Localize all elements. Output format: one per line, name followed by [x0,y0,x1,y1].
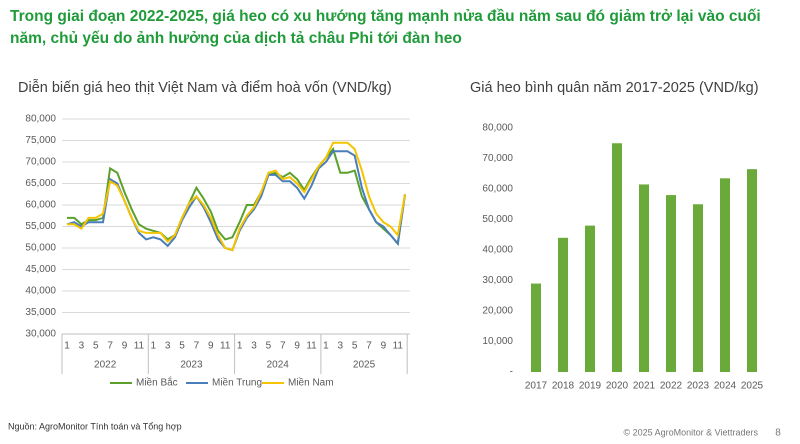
x-group-label: 2023 [180,360,203,371]
legend-label: Miền Nam [288,377,334,389]
x-tick-label: 2018 [552,381,575,392]
y-tick-label: 35,000 [25,307,56,318]
y-tick-label: 80,000 [25,114,56,125]
x-tick-label: 2024 [714,381,737,392]
x-tick-label: 7 [194,341,200,352]
chart-title: Giá heo bình quân năm 2017-2025 (VND/kg) [470,80,759,96]
x-tick-label: 11 [134,341,145,352]
slide-title: Trong giai đoạn 2022-2025, giá heo có xu… [10,8,761,47]
bar [666,195,676,372]
x-tick-label: 5 [266,341,272,352]
x-tick-label: 3 [165,341,171,352]
x-tick-label: 2023 [687,381,710,392]
x-tick-label: 2025 [741,381,764,392]
line-series [67,141,406,252]
x-tick-label: 2022 [660,381,683,392]
x-tick-label: 5 [93,341,99,352]
x-tick-label: 2020 [606,381,629,392]
y-tick-label: 50,000 [482,214,513,225]
x-tick-label: 9 [381,341,387,352]
y-tick-label: 40,000 [482,245,513,256]
bar [693,204,703,372]
source: Nguồn: AgroMonitor Tính toán và Tổng hợp [8,421,182,431]
y-tick-label: 30,000 [482,275,513,286]
y-tick-label: 60,000 [482,184,513,195]
bar [612,143,622,372]
x-group-label: 2025 [353,360,376,371]
y-tick-label: 70,000 [25,157,56,168]
y-tick-label: 10,000 [482,336,513,347]
y-tick-label: - [510,367,513,378]
x-tick-label: 5 [352,341,358,352]
x-tick-label: 9 [208,341,214,352]
x-tick-label: 2021 [633,381,656,392]
legend-label: Miền Bắc [136,376,178,389]
x-tick-label: 11 [306,341,317,352]
y-tick-label: 65,000 [25,178,56,189]
copyright: © 2025 AgroMonitor & Viettraders [623,427,758,437]
x-tick-label: 3 [251,341,257,352]
y-tick-label: 20,000 [482,306,513,317]
bar [531,283,541,372]
chart-title: Diễn biến giá heo thịt Việt Nam và điểm … [18,79,392,96]
x-tick-label: 11 [393,341,404,352]
bar [720,178,730,372]
x-tick-label: 1 [237,341,243,352]
y-tick-label: 55,000 [25,221,56,232]
y-tick-label: 40,000 [25,286,56,297]
legend-label: Miền Trung [212,377,262,389]
y-tick-label: 70,000 [482,153,513,164]
x-tick-label: 1 [151,341,157,352]
line-series [67,147,406,247]
y-tick-label: 45,000 [25,264,56,275]
x-tick-label: 7 [366,341,372,352]
x-tick-label: 5 [179,341,185,352]
x-tick-label: 2017 [525,381,548,392]
x-tick-label: 1 [64,341,70,352]
x-group-label: 2022 [94,360,117,371]
x-tick-label: 9 [122,341,128,352]
x-group-label: 2024 [267,360,290,371]
page-number: 8 [775,428,781,439]
x-tick-label: 3 [337,341,343,352]
line-series [66,150,406,252]
y-tick-label: 30,000 [25,329,56,340]
y-tick-label: 50,000 [25,243,56,254]
y-tick-label: 75,000 [25,135,56,146]
x-tick-label: 11 [220,341,231,352]
y-tick-label: 60,000 [25,200,56,211]
x-tick-label: 7 [107,341,113,352]
x-tick-label: 3 [79,341,85,352]
bar [585,225,595,372]
x-tick-label: 7 [280,341,286,352]
bar [747,169,757,372]
x-tick-label: 9 [294,341,300,352]
x-tick-label: 2019 [579,381,602,392]
y-tick-label: 80,000 [482,123,513,134]
x-tick-label: 1 [323,341,329,352]
bar [558,237,568,372]
bar [639,184,649,372]
